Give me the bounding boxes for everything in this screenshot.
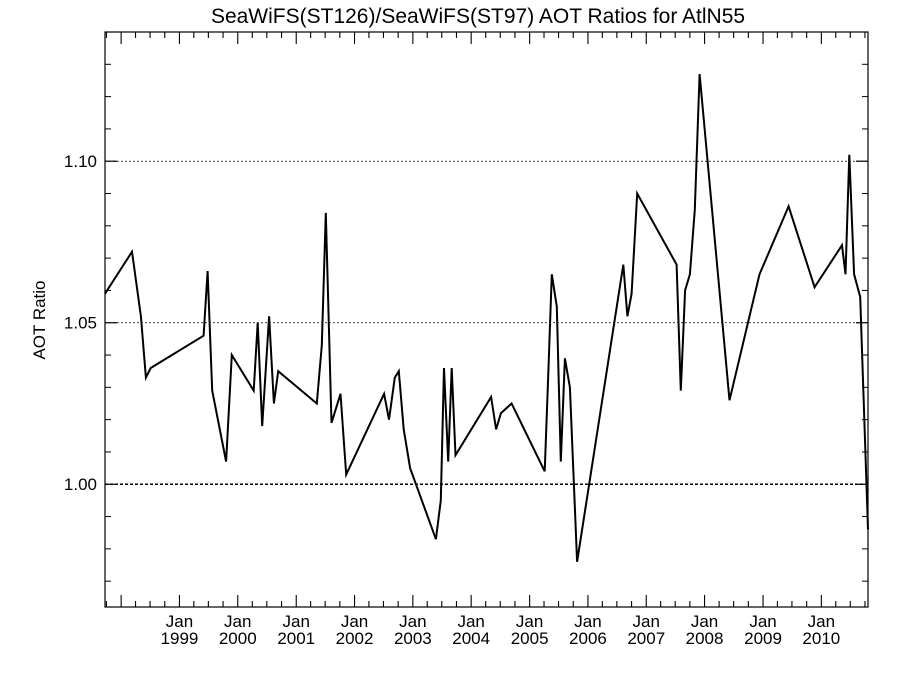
x-tick-year: 2004 — [452, 629, 490, 648]
y-axis-label: AOT Ratio — [30, 280, 49, 359]
x-tick-year: 2006 — [569, 629, 607, 648]
x-tick-year: 2002 — [336, 629, 374, 648]
gridlines — [105, 160, 868, 324]
y-tick-label: 1.10 — [64, 152, 97, 171]
x-tick-month: Jan — [691, 612, 718, 631]
x-tick-month: Jan — [749, 612, 776, 631]
y-tick-labels: 1.00 1.05 1.10 — [64, 152, 97, 494]
x-tick-month: Jan — [224, 612, 251, 631]
x-tick-month: Jan — [574, 612, 601, 631]
x-tick-month: Jan — [633, 612, 660, 631]
x-tick-month: Jan — [166, 612, 193, 631]
x-tick-year: 1999 — [161, 629, 199, 648]
x-tick-year: 2010 — [802, 629, 840, 648]
y-tick-label: 1.00 — [64, 475, 97, 494]
x-tick-year: 2005 — [511, 629, 549, 648]
x-tick-month: Jan — [808, 612, 835, 631]
series-line-0 — [104, 73, 869, 562]
x-tick-month: Jan — [283, 612, 310, 631]
x-tick-year: 2009 — [744, 629, 782, 648]
tick-marks — [105, 31, 868, 607]
x-tick-year: 2007 — [627, 629, 665, 648]
x-tick-month: Jan — [457, 612, 484, 631]
chart-title: SeaWiFS(ST126)/SeaWiFS(ST97) AOT Ratios … — [211, 5, 745, 28]
y-tick-label: 1.05 — [64, 314, 97, 333]
x-tick-month: Jan — [516, 612, 543, 631]
x-tick-month: Jan — [341, 612, 368, 631]
x-tick-year: 2008 — [686, 629, 724, 648]
plot-frame — [104, 31, 869, 608]
x-tick-labels: Jan1999Jan2000Jan2001Jan2002Jan2003Jan20… — [161, 612, 841, 648]
x-tick-year: 2001 — [277, 629, 315, 648]
x-tick-year: 2000 — [219, 629, 257, 648]
x-tick-month: Jan — [399, 612, 426, 631]
x-tick-year: 2003 — [394, 629, 432, 648]
series-layer — [104, 73, 869, 562]
